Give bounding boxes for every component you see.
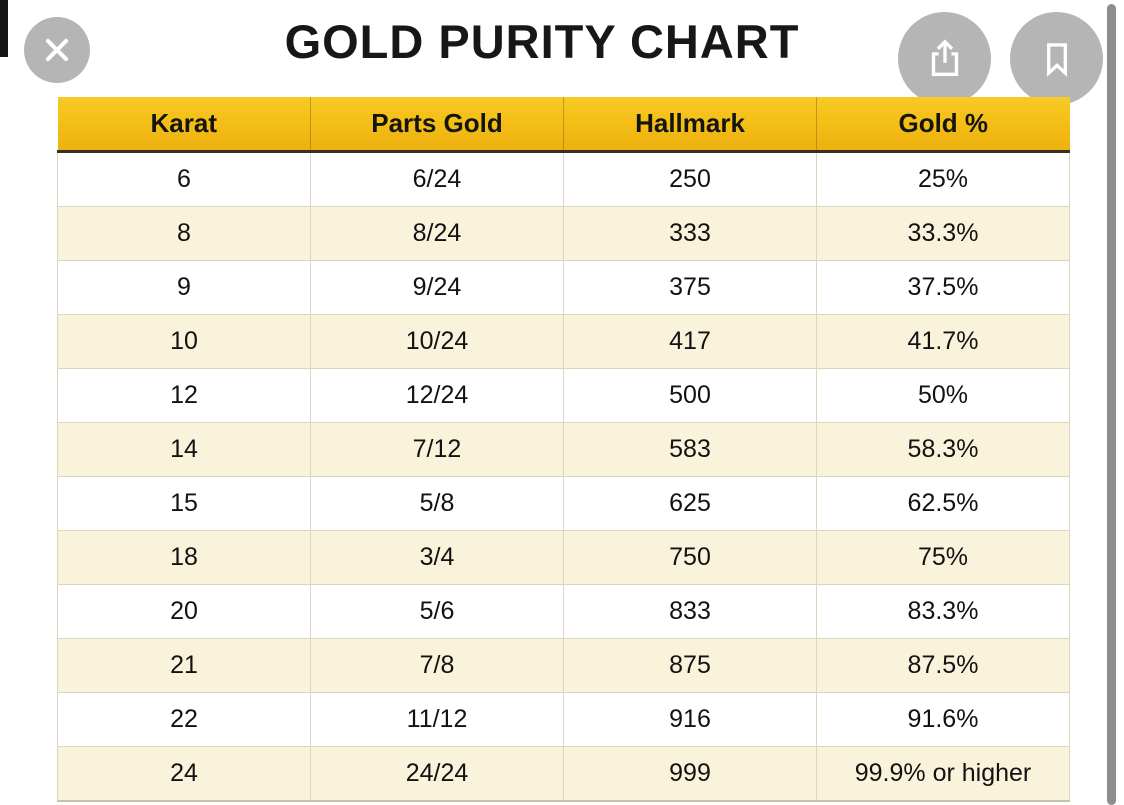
share-button[interactable]	[898, 12, 991, 105]
bookmark-icon	[1034, 36, 1080, 82]
table-cell: 15	[57, 476, 311, 531]
table-cell: 58.3%	[816, 422, 1070, 477]
table-cell: 6/24	[310, 151, 564, 207]
table-cell: 20	[57, 584, 311, 639]
table-cell: 87.5%	[816, 638, 1070, 693]
column-header-parts-gold: Parts Gold	[310, 97, 564, 153]
table-cell: 583	[563, 422, 817, 477]
table-cell: 5/8	[310, 476, 564, 531]
column-header-gold-percent: Gold %	[816, 97, 1070, 153]
table-cell: 333	[563, 206, 817, 261]
column-header-hallmark: Hallmark	[563, 97, 817, 153]
table-cell: 21	[57, 638, 311, 693]
page-title: GOLD PURITY CHART	[284, 15, 800, 68]
table-row: 20 5/6 833 83.3%	[57, 584, 1070, 639]
table-cell: 18	[57, 530, 311, 585]
table-cell: 8/24	[310, 206, 564, 261]
table-cell: 500	[563, 368, 817, 423]
table-cell: 8	[57, 206, 311, 261]
table-cell: 9	[57, 260, 311, 315]
table-cell: 625	[563, 476, 817, 531]
table-cell: 33.3%	[816, 206, 1070, 261]
table-header: Karat Parts Gold Hallmark Gold %	[57, 97, 1070, 153]
table-cell: 375	[563, 260, 817, 315]
table-row: 15 5/8 625 62.5%	[57, 476, 1070, 531]
table-cell: 37.5%	[816, 260, 1070, 315]
table-cell: 750	[563, 530, 817, 585]
table-cell: 50%	[816, 368, 1070, 423]
table-row: 8 8/24 333 33.3%	[57, 206, 1070, 261]
table-row: 14 7/12 583 58.3%	[57, 422, 1070, 477]
table-cell: 24/24	[310, 746, 564, 802]
table-cell: 250	[563, 151, 817, 207]
table-row: 6 6/24 250 25%	[57, 151, 1070, 207]
table-cell: 12	[57, 368, 311, 423]
table-row: 21 7/8 875 87.5%	[57, 638, 1070, 693]
table-cell: 25%	[816, 151, 1070, 207]
table-cell: 999	[563, 746, 817, 802]
table-cell: 6	[57, 151, 311, 207]
table-cell: 3/4	[310, 530, 564, 585]
table-cell: 14	[57, 422, 311, 477]
table-cell: 7/12	[310, 422, 564, 477]
table-cell: 83.3%	[816, 584, 1070, 639]
table-cell: 5/6	[310, 584, 564, 639]
bookmark-button[interactable]	[1010, 12, 1103, 105]
table-row: 10 10/24 417 41.7%	[57, 314, 1070, 369]
table-row: 22 11/12 916 91.6%	[57, 692, 1070, 747]
table-cell: 9/24	[310, 260, 564, 315]
table-cell: 75%	[816, 530, 1070, 585]
column-header-karat: Karat	[57, 97, 311, 153]
table-header-row: Karat Parts Gold Hallmark Gold %	[57, 97, 1070, 153]
table-row: 9 9/24 375 37.5%	[57, 260, 1070, 315]
table-cell: 10/24	[310, 314, 564, 369]
table-cell: 99.9% or higher	[816, 746, 1070, 802]
left-edge-artifact	[0, 0, 8, 57]
table-cell: 833	[563, 584, 817, 639]
table-cell: 916	[563, 692, 817, 747]
table-row: 12 12/24 500 50%	[57, 368, 1070, 423]
table-cell: 7/8	[310, 638, 564, 693]
table-body: 6 6/24 250 25% 8 8/24 333 33.3% 9 9/24 375 37.5% 10 1…	[57, 151, 1070, 802]
table-cell: 62.5%	[816, 476, 1070, 531]
table-cell: 91.6%	[816, 692, 1070, 747]
table-row: 18 3/4 750 75%	[57, 530, 1070, 585]
table-cell: 417	[563, 314, 817, 369]
vertical-scrollbar[interactable]	[1107, 4, 1116, 805]
table-cell: 10	[57, 314, 311, 369]
close-button[interactable]	[24, 17, 90, 83]
table-cell: 11/12	[310, 692, 564, 747]
table-cell: 24	[57, 746, 311, 802]
table-cell: 875	[563, 638, 817, 693]
gold-purity-table: Karat Parts Gold Hallmark Gold % 6 6/24 25…	[57, 97, 1070, 802]
close-icon	[40, 33, 74, 67]
table-cell: 22	[57, 692, 311, 747]
table-cell: 12/24	[310, 368, 564, 423]
table-cell: 41.7%	[816, 314, 1070, 369]
share-icon	[922, 36, 968, 82]
table-row: 24 24/24 999 99.9% or higher	[57, 746, 1070, 802]
